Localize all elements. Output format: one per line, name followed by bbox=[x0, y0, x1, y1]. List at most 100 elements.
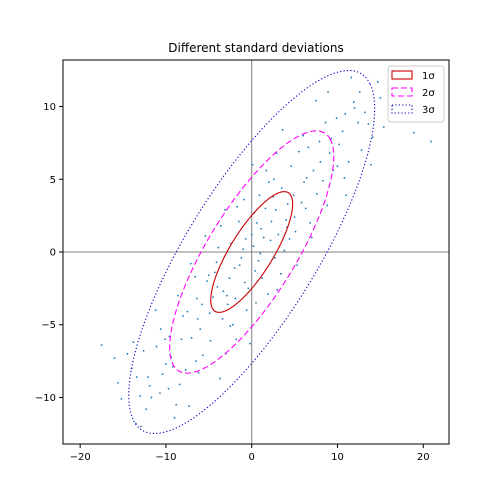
scatter-point bbox=[135, 376, 138, 378]
scatter-point bbox=[292, 194, 295, 197]
scatter-point bbox=[168, 335, 171, 338]
scatter-point bbox=[206, 280, 209, 282]
y-tick-label: −10 bbox=[35, 393, 56, 404]
scatter-point bbox=[379, 96, 382, 99]
scatter-point bbox=[142, 350, 145, 352]
scatter-point bbox=[250, 233, 253, 236]
scatter-point bbox=[244, 238, 247, 240]
scatter-point bbox=[319, 160, 322, 163]
scatter-point bbox=[234, 297, 237, 300]
scatter-point bbox=[177, 294, 179, 297]
scatter-point bbox=[195, 360, 197, 362]
scatter-point bbox=[167, 387, 170, 390]
scatter-point bbox=[330, 137, 333, 140]
scatter-point bbox=[161, 373, 164, 376]
scatter-point bbox=[280, 187, 283, 189]
scatter-point bbox=[236, 206, 239, 208]
scatter-point bbox=[376, 80, 379, 83]
scatter-point bbox=[155, 345, 158, 348]
scatter-point bbox=[196, 318, 199, 320]
scatter-point bbox=[100, 344, 103, 346]
scatter-point bbox=[173, 416, 176, 419]
scatter-point bbox=[328, 152, 331, 154]
scatter-point bbox=[219, 377, 221, 380]
scatter-point bbox=[258, 194, 261, 197]
scatter-point bbox=[219, 224, 222, 227]
scatter-point bbox=[228, 277, 231, 280]
scatter-point bbox=[274, 208, 277, 211]
scatter-point bbox=[213, 271, 216, 274]
legend-swatch bbox=[391, 87, 413, 97]
scatter-point bbox=[171, 366, 174, 368]
scatter-point bbox=[226, 303, 229, 306]
scatter-point bbox=[360, 149, 363, 152]
scatter-point bbox=[215, 261, 218, 264]
scatter-points bbox=[100, 69, 432, 428]
scatter-point bbox=[322, 179, 324, 182]
reference-lines bbox=[63, 60, 449, 444]
scatter-point bbox=[189, 262, 192, 265]
scatter-point bbox=[318, 140, 321, 143]
x-tick-label: 20 bbox=[417, 452, 430, 463]
x-tick-label: 0 bbox=[249, 452, 255, 463]
scatter-point bbox=[300, 201, 303, 204]
scatter-point bbox=[243, 198, 245, 201]
legend-swatch bbox=[391, 104, 413, 114]
x-tick-label: 10 bbox=[331, 452, 344, 463]
y-tick-label: −5 bbox=[41, 320, 56, 331]
ellipse-2sigma bbox=[169, 130, 335, 374]
scatter-point bbox=[212, 296, 215, 298]
scatter-point bbox=[186, 310, 189, 313]
scatter-point bbox=[255, 302, 257, 304]
scatter-point bbox=[184, 368, 187, 371]
scatter-point bbox=[262, 236, 265, 239]
x-axis: −20 −10 0 10 20 bbox=[70, 444, 430, 463]
scatter-point bbox=[254, 270, 257, 272]
scatter-point bbox=[285, 219, 287, 221]
scatter-point bbox=[154, 309, 157, 312]
scatter-point bbox=[260, 227, 263, 230]
scatter-point bbox=[338, 143, 341, 146]
legend-swatch bbox=[391, 70, 413, 80]
scatter-point bbox=[197, 371, 200, 374]
scatter-point bbox=[225, 294, 228, 297]
scatter-point bbox=[324, 121, 327, 124]
scatter-point bbox=[267, 181, 270, 184]
scatter-point bbox=[304, 207, 307, 210]
scatter-point bbox=[267, 293, 269, 296]
scatter-point bbox=[344, 112, 347, 115]
scatter-point bbox=[286, 203, 289, 205]
scatter-point bbox=[288, 238, 291, 240]
scatter-point bbox=[412, 131, 415, 134]
scatter-point bbox=[326, 204, 329, 207]
scatter-point bbox=[240, 256, 243, 259]
scatter-point bbox=[261, 277, 263, 280]
scatter-point bbox=[259, 252, 262, 255]
scatter-point bbox=[209, 339, 212, 342]
scatter-point bbox=[229, 325, 232, 328]
scatter-point bbox=[364, 111, 366, 114]
scatter-point bbox=[252, 245, 255, 248]
scatter-point bbox=[357, 121, 359, 124]
scatter-point bbox=[113, 357, 116, 360]
legend-box bbox=[387, 65, 445, 123]
scatter-point bbox=[147, 376, 149, 378]
scatter-point bbox=[270, 220, 273, 223]
scatter-point bbox=[251, 163, 254, 166]
scatter-point bbox=[247, 287, 250, 290]
scatter-point bbox=[352, 101, 355, 104]
scatter-point bbox=[216, 286, 219, 288]
scatter-point bbox=[243, 281, 246, 284]
scatter-point bbox=[257, 259, 260, 262]
legend: 1σ 2σ 3σ bbox=[387, 65, 445, 123]
scatter-point bbox=[117, 382, 119, 384]
scatter-point bbox=[188, 405, 190, 408]
scatter-point bbox=[120, 398, 123, 400]
scatter-point bbox=[255, 222, 258, 224]
scatter-point bbox=[303, 181, 305, 184]
scatter-point bbox=[238, 264, 241, 266]
scatter-point bbox=[371, 136, 374, 138]
chart-title: Different standard deviations bbox=[168, 41, 343, 55]
scatter-point bbox=[194, 275, 197, 278]
